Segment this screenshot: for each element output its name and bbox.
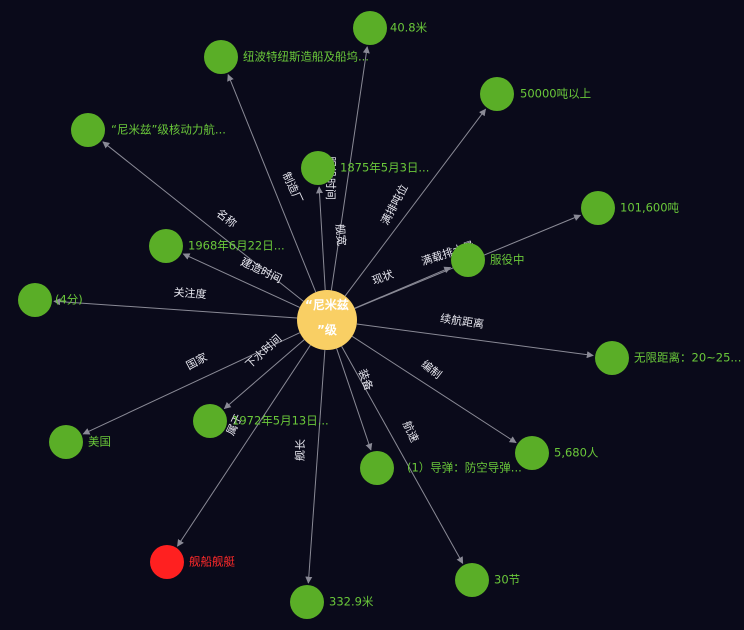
edge-n13: [351, 335, 517, 444]
graph-node-circle[interactable]: [360, 451, 394, 485]
edge-label-n2: 制造厂: [280, 170, 307, 206]
graph-node-label: 30节: [494, 573, 520, 587]
center-node[interactable]: “尼米兹 ”级: [297, 290, 357, 350]
edge-n12: [82, 332, 301, 435]
graph-node-circle[interactable]: [193, 404, 227, 438]
graph-node-label: 5,680人: [554, 446, 599, 460]
edge-label-n12: 国家: [184, 350, 210, 373]
graph-node-label: 服役中: [490, 253, 525, 267]
graph-node-label: 美国: [88, 435, 111, 449]
edge-n5: [316, 186, 326, 291]
graph-node-n14[interactable]: (1）导弹：防空导弹...: [360, 451, 522, 485]
graph-node-circle[interactable]: [150, 545, 184, 579]
edge-label-n7: 建造时间: [239, 254, 285, 285]
edge-n9: [53, 298, 298, 319]
graph-node-circle[interactable]: [301, 151, 335, 185]
center-node-label-line2: ”级: [317, 322, 337, 337]
edge-n15: [177, 344, 311, 547]
graph-node-label: 50000吨以上: [520, 87, 591, 101]
graph-node-n17[interactable]: 332.9米: [290, 585, 374, 619]
graph-node-label: (4分): [55, 293, 83, 307]
edge-label-n8: 现状: [370, 267, 395, 288]
graph-node-circle[interactable]: [515, 436, 549, 470]
graph-node-label: 纽波特纽斯造船及船坞...: [243, 50, 369, 64]
graph-node-n1[interactable]: 40.8米: [353, 11, 428, 45]
graph-node-n5[interactable]: 1875年5月3日...: [301, 151, 429, 185]
graph-node-label: 101,600吨: [620, 201, 680, 215]
graph-node-n11[interactable]: 1972年5月13日...: [193, 404, 329, 438]
graph-node-label: 舰船舰艇: [189, 555, 235, 569]
graph-node-n3[interactable]: 50000吨以上: [480, 77, 591, 111]
edge-label-n17: 舰长: [293, 439, 308, 461]
edge-n2: [227, 73, 317, 293]
graph-node-label: 1875年5月3日...: [340, 161, 429, 175]
edge-label-n3: 满排吨位: [378, 182, 411, 227]
graph-node-label: 1968年6月22日...: [188, 239, 285, 253]
graph-node-circle[interactable]: [149, 229, 183, 263]
edge-n10: [356, 323, 594, 359]
edge-n11: [223, 339, 305, 410]
edge-label-n16: 航速: [400, 419, 422, 445]
graph-node-n4[interactable]: “尼米兹”级核动力航...: [71, 113, 226, 147]
edge-n14: [336, 348, 373, 451]
edge-n17: [305, 349, 326, 584]
edge-label-n11: 下水时间: [243, 332, 284, 371]
graph-node-label: 40.8米: [390, 21, 428, 35]
graph-node-n12[interactable]: 美国: [49, 425, 111, 459]
edge-label-n9: 关注度: [173, 285, 207, 301]
graph-node-label: “尼米兹”级核动力航...: [111, 123, 226, 137]
graph-node-n9[interactable]: (4分): [18, 283, 83, 317]
graph-node-n7[interactable]: 1968年6月22日...: [149, 229, 285, 263]
graph-node-n6[interactable]: 101,600吨: [581, 191, 680, 225]
edge-label-n4: 名称: [214, 206, 240, 231]
edge-n3: [344, 108, 486, 297]
graph-node-circle[interactable]: [455, 563, 489, 597]
center-node-label-line1: “尼米兹: [305, 297, 349, 312]
edge-label-n10: 续航距离: [439, 311, 485, 331]
graph-node-circle[interactable]: [451, 243, 485, 277]
graph-node-circle[interactable]: [49, 425, 83, 459]
graph-node-n15[interactable]: 舰船舰艇: [150, 545, 235, 579]
center-node-circle[interactable]: [297, 290, 357, 350]
edge-n8: [354, 266, 452, 309]
graph-node-n16[interactable]: 30节: [455, 563, 520, 597]
graph-node-n13[interactable]: 5,680人: [515, 436, 599, 470]
graph-node-circle[interactable]: [290, 585, 324, 619]
graph-node-circle[interactable]: [18, 283, 52, 317]
graph-node-circle[interactable]: [480, 77, 514, 111]
graph-node-n8[interactable]: 服役中: [451, 243, 525, 277]
edge-n7: [182, 253, 300, 308]
graph-node-n10[interactable]: 无限距离：20~25...: [595, 341, 741, 375]
edge-n16: [341, 345, 464, 565]
graph-node-label: 无限距离：20~25...: [634, 351, 741, 365]
graph-node-label: (1）导弹：防空导弹...: [407, 461, 522, 475]
edge-n4: [102, 141, 304, 302]
graph-node-circle[interactable]: [353, 11, 387, 45]
graph-node-label: 332.9米: [329, 595, 374, 609]
graph-node-circle[interactable]: [71, 113, 105, 147]
graph-node-label: 1972年5月13日...: [232, 414, 329, 428]
graph-node-n2[interactable]: 纽波特纽斯造船及船坞...: [204, 40, 369, 74]
graph-node-circle[interactable]: [595, 341, 629, 375]
graph-node-circle[interactable]: [204, 40, 238, 74]
edge-label-n1: 舰宽: [333, 223, 349, 246]
edge-label-n14: 装备: [356, 367, 377, 392]
graph-node-circle[interactable]: [581, 191, 615, 225]
edge-n1: [330, 46, 370, 291]
edge-label-n13: 编制: [419, 357, 445, 382]
